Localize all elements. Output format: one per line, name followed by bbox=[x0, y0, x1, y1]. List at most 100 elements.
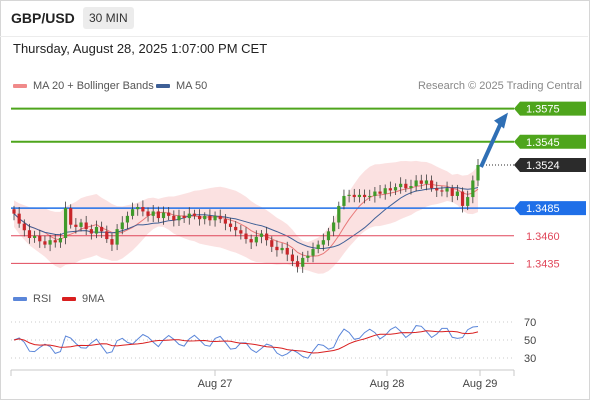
legend-rsi-ma-swatch bbox=[62, 297, 76, 302]
candle-body bbox=[414, 180, 418, 186]
level-label: 1.3545 bbox=[526, 137, 560, 149]
candle-body bbox=[306, 255, 310, 258]
legend-rsi: RSI bbox=[13, 293, 51, 305]
candle-body bbox=[141, 207, 145, 212]
rsi-line bbox=[13, 325, 479, 359]
candle-body bbox=[228, 223, 233, 227]
candle-body bbox=[33, 235, 37, 238]
candle-body bbox=[17, 213, 21, 224]
candle-body bbox=[285, 247, 289, 255]
legend-bollinger-swatch bbox=[13, 84, 27, 89]
candle-body bbox=[404, 183, 408, 189]
level-label: 1.3575 bbox=[526, 104, 560, 116]
legend-bollinger-label: MA 20 + Bollinger Bands bbox=[33, 80, 154, 92]
rsi-axis-label: 30 bbox=[524, 353, 536, 365]
forecast-arrow-head bbox=[494, 112, 508, 129]
legend-rsi-ma: 9MA bbox=[62, 293, 105, 305]
research-credit: Research © 2025 Trading Central bbox=[417, 80, 582, 92]
candle-body bbox=[455, 191, 459, 196]
candle-body bbox=[213, 215, 217, 221]
candle-body bbox=[409, 186, 413, 189]
candle-body bbox=[440, 190, 444, 192]
candle-body bbox=[125, 215, 130, 223]
candle-body bbox=[450, 188, 454, 196]
candle-body bbox=[326, 231, 331, 241]
candle-body bbox=[270, 240, 274, 247]
candle-body bbox=[43, 241, 47, 245]
candle-body bbox=[203, 215, 207, 220]
candle-body bbox=[337, 205, 341, 223]
symbol-title: GBP/USD bbox=[11, 10, 75, 26]
candle-body bbox=[368, 195, 372, 198]
chart-header: GBP/USD 30 MIN bbox=[0, 0, 588, 37]
candle-body bbox=[249, 239, 253, 243]
candle-body bbox=[146, 211, 150, 216]
candle-body bbox=[58, 237, 62, 243]
candle-body bbox=[12, 209, 16, 214]
candle-body bbox=[53, 240, 57, 243]
candle-body bbox=[115, 229, 119, 245]
candle-body bbox=[342, 195, 346, 206]
candle-body bbox=[445, 188, 449, 192]
candle-body bbox=[177, 215, 181, 221]
candle-body bbox=[388, 188, 392, 191]
candle-body bbox=[424, 180, 429, 184]
timeframe-badge[interactable]: 30 MIN bbox=[83, 7, 134, 29]
candle-body bbox=[182, 215, 186, 219]
candle-body bbox=[223, 219, 227, 224]
candle-body bbox=[27, 230, 32, 238]
legend-ma50-label: MA 50 bbox=[176, 80, 208, 92]
candle-body bbox=[110, 239, 114, 245]
candle-body bbox=[89, 229, 93, 234]
candle-body bbox=[316, 244, 320, 250]
candle-body bbox=[275, 246, 279, 251]
level-label: 1.3485 bbox=[526, 203, 560, 215]
candle-body bbox=[79, 222, 83, 227]
candle-body bbox=[63, 208, 68, 238]
candle-body bbox=[466, 197, 470, 206]
x-axis-label: Aug 28 bbox=[370, 378, 405, 390]
legend-bollinger: MA 20 + Bollinger Bands bbox=[13, 80, 154, 92]
candle-body bbox=[234, 226, 238, 231]
candle-body bbox=[383, 188, 387, 194]
level-label-box bbox=[514, 201, 586, 216]
candle-body bbox=[419, 180, 423, 184]
candle-body bbox=[22, 223, 26, 231]
candle-body bbox=[208, 215, 212, 221]
level-label-box bbox=[514, 134, 586, 149]
candle-body bbox=[290, 254, 294, 262]
timestamp: Thursday, August 28, 2025 1:07:00 PM CET bbox=[13, 41, 268, 56]
level-label: 1.3460 bbox=[526, 231, 560, 243]
candle-body bbox=[460, 191, 465, 206]
candle-body bbox=[239, 230, 243, 234]
candle-body bbox=[254, 236, 258, 243]
candle-body bbox=[362, 194, 367, 198]
candle-body bbox=[172, 215, 176, 221]
level-label-box bbox=[514, 157, 586, 172]
level-label-box bbox=[514, 101, 586, 116]
candle-body bbox=[244, 233, 248, 240]
level-label: 1.3435 bbox=[526, 258, 560, 270]
candle-body bbox=[373, 191, 377, 196]
rsi-axis-label: 70 bbox=[524, 317, 536, 329]
candle-body bbox=[69, 208, 73, 225]
candle-body bbox=[301, 257, 305, 267]
candle-body bbox=[378, 191, 382, 194]
candle-body bbox=[48, 240, 52, 245]
candle-body bbox=[161, 212, 166, 219]
legend-rsi-ma-label: 9MA bbox=[82, 293, 105, 305]
candle-body bbox=[38, 235, 42, 242]
legend-ma50: MA 50 bbox=[156, 80, 207, 92]
candle-body bbox=[352, 194, 356, 198]
candle-body bbox=[430, 180, 434, 189]
candle-body bbox=[295, 261, 300, 267]
bollinger-band-area bbox=[14, 160, 478, 274]
candle-body bbox=[130, 209, 135, 216]
candle-body bbox=[192, 213, 197, 216]
rsi-ma-line bbox=[13, 330, 479, 354]
candle-body bbox=[136, 207, 140, 210]
rsi-axis-label: 50 bbox=[524, 335, 536, 347]
candle-body bbox=[280, 247, 284, 251]
candle-body bbox=[311, 249, 315, 256]
